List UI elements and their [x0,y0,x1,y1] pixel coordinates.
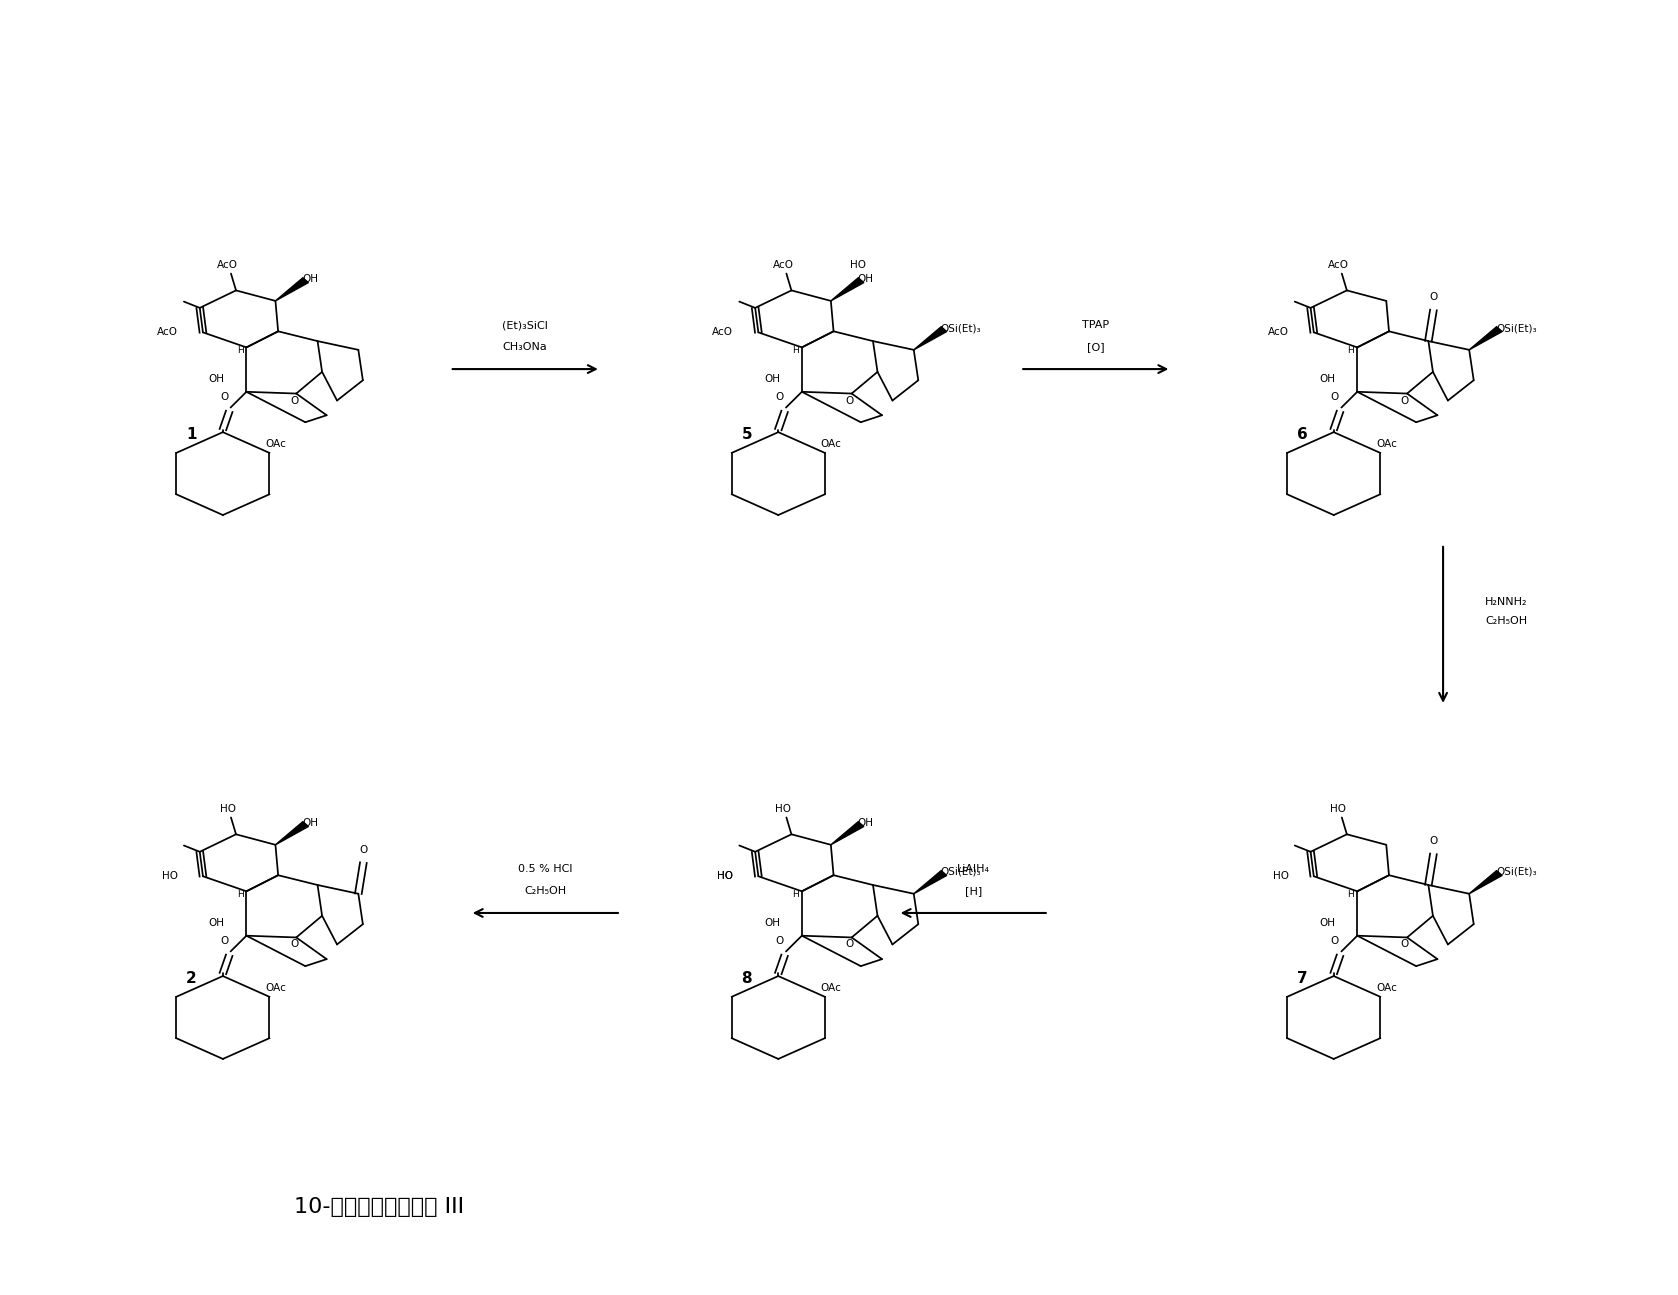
Text: OAc: OAc [821,439,842,449]
Text: HO: HO [717,872,733,882]
Text: AcO: AcO [216,260,238,269]
Polygon shape [275,821,309,844]
Text: 0.5 % HCl: 0.5 % HCl [519,864,572,874]
Text: O: O [1331,392,1339,401]
Text: OAc: OAc [1376,983,1398,993]
Polygon shape [1470,870,1502,894]
Text: OH: OH [1319,374,1336,383]
Text: AcO: AcO [772,260,794,269]
Text: O: O [220,936,228,945]
Text: AcO: AcO [1327,260,1349,269]
Text: [O]: [O] [1087,342,1104,352]
Text: 5: 5 [742,427,752,443]
Text: H: H [237,346,243,355]
Text: HO: HO [775,804,790,813]
Text: HO: HO [161,872,178,882]
Polygon shape [915,326,946,350]
Text: [H]: [H] [965,886,982,896]
Text: O: O [290,395,299,405]
Text: OSi(Et)₃: OSi(Et)₃ [1497,322,1537,333]
Text: OH: OH [302,818,319,828]
Text: AcO: AcO [711,328,733,338]
Text: TPAP: TPAP [1082,320,1109,330]
Text: OH: OH [1319,918,1336,927]
Text: OH: OH [857,275,874,284]
Text: O: O [1430,293,1438,302]
Text: OAc: OAc [265,983,287,993]
Text: 1: 1 [186,427,196,443]
Polygon shape [831,277,864,300]
Text: C₂H₅OH: C₂H₅OH [1485,616,1527,625]
Text: 2: 2 [186,971,196,987]
Text: O: O [775,936,784,945]
Text: OSi(Et)₃: OSi(Et)₃ [941,322,982,333]
Text: O: O [220,392,228,401]
Text: HO: HO [717,872,733,882]
Text: OAc: OAc [1376,439,1398,449]
Text: H: H [1347,890,1354,899]
Text: HO: HO [1331,804,1346,813]
Text: OH: OH [208,918,225,927]
Polygon shape [915,870,946,894]
Text: O: O [359,844,367,855]
Text: O: O [775,392,784,401]
Text: OH: OH [302,275,319,284]
Text: (Et)₃SiCl: (Et)₃SiCl [502,320,549,330]
Polygon shape [275,277,309,300]
Text: 8: 8 [742,971,752,987]
Text: O: O [846,395,854,405]
Text: H: H [792,346,799,355]
Text: H: H [792,890,799,899]
Text: O: O [1331,936,1339,945]
Text: OH: OH [857,818,874,828]
Text: OSi(Et)₃: OSi(Et)₃ [1497,866,1537,877]
Text: O: O [1430,837,1438,846]
Text: H: H [237,890,243,899]
Text: 6: 6 [1297,427,1307,443]
Text: CH₃ONa: CH₃ONa [503,342,547,352]
Text: 7: 7 [1297,971,1307,987]
Text: C₂H₅OH: C₂H₅OH [524,886,567,896]
Text: 10-脉乙酰浆果赤霊素 III: 10-脉乙酰浆果赤霊素 III [294,1197,463,1217]
Text: OH: OH [763,374,780,383]
Text: O: O [846,939,854,949]
Text: O: O [290,939,299,949]
Text: H: H [1347,346,1354,355]
Text: AcO: AcO [156,328,178,338]
Text: LiAlH₄: LiAlH₄ [956,864,990,874]
Text: HO: HO [220,804,235,813]
Text: H₂NNH₂: H₂NNH₂ [1485,597,1527,606]
Polygon shape [831,821,864,844]
Text: O: O [1401,395,1410,405]
Text: HO: HO [851,260,866,269]
Text: OAc: OAc [265,439,287,449]
Text: HO: HO [1272,872,1289,882]
Text: OSi(Et)₃: OSi(Et)₃ [941,866,982,877]
Text: OH: OH [208,374,225,383]
Text: OH: OH [763,918,780,927]
Text: O: O [1401,939,1410,949]
Text: AcO: AcO [1267,328,1289,338]
Text: OAc: OAc [821,983,842,993]
Polygon shape [1470,326,1502,350]
